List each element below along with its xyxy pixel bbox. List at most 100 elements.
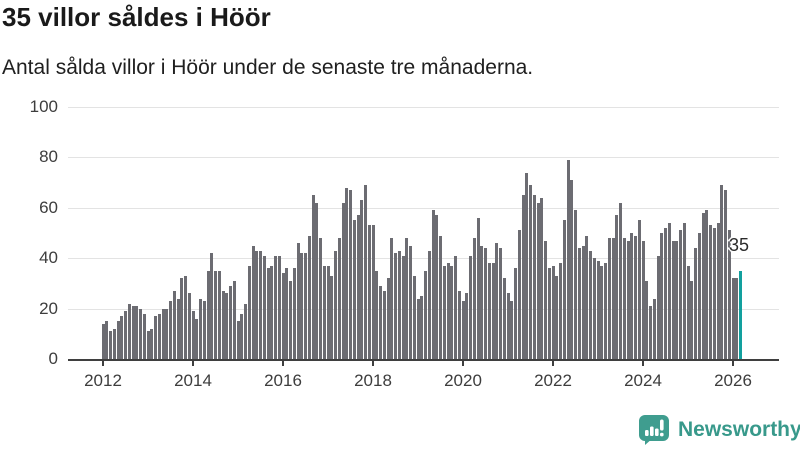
x-tick bbox=[552, 359, 554, 366]
bar bbox=[671, 240, 675, 359]
bar bbox=[289, 280, 292, 359]
bar bbox=[394, 253, 397, 359]
bar bbox=[281, 273, 285, 359]
chart-title: 35 villor såldes i Höör bbox=[2, 2, 271, 32]
bar bbox=[157, 313, 161, 359]
bar bbox=[375, 270, 379, 359]
bar bbox=[600, 265, 604, 359]
bar bbox=[697, 233, 701, 359]
bar bbox=[562, 220, 566, 359]
bar bbox=[664, 227, 667, 359]
bar bbox=[169, 301, 172, 359]
bar bbox=[709, 225, 712, 359]
bar bbox=[574, 210, 577, 359]
bar bbox=[705, 210, 709, 359]
bar bbox=[450, 265, 454, 359]
bar bbox=[480, 245, 484, 359]
bar bbox=[356, 215, 360, 359]
bar bbox=[131, 306, 135, 359]
bar bbox=[435, 215, 439, 359]
bar bbox=[349, 190, 352, 359]
bar bbox=[439, 235, 442, 359]
plot-area bbox=[68, 107, 779, 361]
bar bbox=[581, 245, 585, 359]
bar bbox=[682, 222, 686, 359]
bar bbox=[495, 243, 499, 359]
x-tick bbox=[642, 359, 644, 366]
bar bbox=[536, 202, 540, 359]
highlight-bar bbox=[739, 270, 742, 359]
bar bbox=[345, 187, 349, 359]
gridline-80 bbox=[68, 157, 779, 159]
bar bbox=[401, 255, 405, 359]
bar bbox=[611, 238, 615, 359]
x-tick-label: 2020 bbox=[444, 371, 482, 390]
bar bbox=[626, 240, 630, 359]
x-tick-label: 2014 bbox=[174, 371, 212, 390]
bar bbox=[465, 293, 469, 359]
bar bbox=[244, 303, 247, 359]
bar bbox=[427, 250, 431, 359]
bar bbox=[607, 238, 611, 359]
bar bbox=[540, 197, 544, 359]
bar bbox=[285, 268, 289, 359]
bar bbox=[506, 293, 510, 359]
bar bbox=[262, 255, 266, 359]
bar bbox=[225, 293, 229, 359]
bar bbox=[206, 270, 210, 359]
bar bbox=[487, 263, 491, 359]
bar bbox=[634, 235, 637, 359]
bar bbox=[454, 255, 457, 359]
bar bbox=[724, 190, 727, 359]
bar bbox=[491, 263, 495, 359]
bar bbox=[641, 240, 645, 359]
bar bbox=[510, 301, 514, 359]
bar bbox=[555, 275, 559, 359]
x-tick bbox=[462, 359, 464, 366]
bar bbox=[577, 248, 581, 359]
chart-subtitle: Antal sålda villor i Höör under de senas… bbox=[2, 56, 534, 79]
bar bbox=[199, 298, 202, 359]
bar bbox=[630, 233, 634, 359]
x-tick bbox=[102, 359, 104, 366]
bar bbox=[352, 220, 356, 359]
bar bbox=[424, 270, 427, 359]
bar bbox=[412, 275, 416, 359]
bar bbox=[232, 280, 236, 359]
bar bbox=[187, 293, 191, 359]
bar bbox=[529, 185, 532, 359]
bar bbox=[214, 270, 217, 359]
bar bbox=[390, 238, 394, 359]
x-tick-label: 2016 bbox=[264, 371, 302, 390]
bar bbox=[341, 202, 345, 359]
x-tick-label: 2024 bbox=[624, 371, 662, 390]
gridline-60 bbox=[68, 207, 779, 209]
bar bbox=[622, 238, 626, 359]
x-tick bbox=[282, 359, 284, 366]
bar bbox=[105, 321, 109, 359]
bar bbox=[637, 220, 641, 359]
bar bbox=[660, 233, 664, 359]
bar bbox=[191, 311, 195, 359]
y-tick-label: 0 bbox=[48, 349, 58, 368]
bar bbox=[484, 248, 487, 359]
bar bbox=[360, 200, 364, 359]
bar bbox=[322, 265, 326, 359]
bar bbox=[585, 235, 589, 359]
bar bbox=[229, 285, 232, 359]
bar bbox=[259, 250, 262, 359]
bar bbox=[255, 250, 259, 359]
bar bbox=[694, 248, 697, 359]
bar bbox=[472, 238, 476, 359]
bar bbox=[712, 227, 716, 359]
bar bbox=[517, 230, 521, 359]
bar bbox=[679, 230, 682, 359]
bar bbox=[165, 308, 169, 359]
bar bbox=[502, 278, 506, 359]
bar bbox=[420, 296, 424, 359]
bar bbox=[135, 306, 139, 359]
bar bbox=[337, 238, 341, 359]
y-tick-label: 60 bbox=[39, 197, 58, 217]
bar bbox=[469, 255, 472, 359]
